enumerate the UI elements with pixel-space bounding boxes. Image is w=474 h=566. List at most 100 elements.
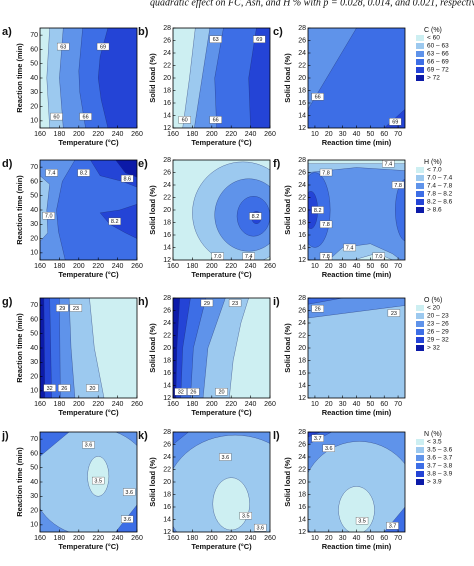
x-tick-label: 160 [167, 535, 179, 542]
y-axis-label: Reaction time (min) [15, 447, 24, 517]
contour-label: 32 [47, 386, 53, 392]
y-axis-label: Reaction time (min) [15, 175, 24, 245]
y-tick-label: 24 [163, 182, 171, 189]
legend-swatch [416, 479, 424, 485]
y-tick-label: 28 [163, 295, 171, 302]
y-tick-label: 60 [30, 316, 38, 323]
contour-label-box [253, 35, 266, 43]
legend-entry: 7.8 – 8.2 [427, 191, 453, 198]
contour-label: 60 [53, 114, 59, 120]
x-tick-label: 240 [245, 401, 257, 408]
y-tick-label: 60 [30, 178, 38, 185]
contour-label-box [391, 181, 405, 189]
contour-label: 3.7 [314, 436, 322, 442]
legend-entry: < 3.5 [427, 439, 442, 446]
legend-entry: 3.8 – 3.9 [427, 471, 453, 478]
x-tick-label: 20 [325, 401, 333, 408]
contour-label: 66 [315, 95, 321, 101]
contour-label: 7.8 [322, 254, 330, 260]
x-tick-label: 40 [353, 131, 361, 138]
contour-label-box [121, 515, 134, 523]
y-tick-label: 16 [163, 504, 171, 511]
legend-swatch [416, 329, 424, 335]
y-tick-label: 18 [298, 491, 306, 498]
legend-entry: 3.5 – 3.6 [427, 447, 453, 454]
x-tick-label: 200 [73, 401, 85, 408]
contour-label: 23 [391, 311, 397, 317]
legend-swatch [416, 305, 424, 311]
panel-label: h) [138, 296, 149, 308]
x-tick-label: 60 [380, 401, 388, 408]
contour-label-box [50, 112, 63, 121]
y-tick-label: 20 [30, 103, 38, 110]
x-tick-label: 70 [394, 401, 402, 408]
legend-entry: 69 – 72 [427, 67, 449, 74]
y-tick-label: 26 [163, 441, 171, 448]
legend-swatch [416, 191, 424, 197]
panel-label: l) [273, 430, 280, 442]
y-tick-label: 14 [298, 382, 306, 389]
legend-swatch [416, 439, 424, 445]
x-tick-label: 200 [206, 535, 218, 542]
y-tick-label: 26 [298, 169, 306, 176]
y-tick-label: 14 [163, 382, 171, 389]
contour-band [173, 432, 189, 445]
legend-entry: 8.2 – 8.6 [427, 199, 453, 206]
contour-label: 7.4 [385, 162, 393, 168]
y-tick-label: 20 [30, 507, 38, 514]
y-tick-label: 16 [298, 504, 306, 511]
x-tick-label: 70 [394, 535, 402, 542]
legend-entry: 3.6 – 3.7 [427, 455, 453, 462]
y-tick-label: 20 [298, 75, 306, 82]
y-tick-label: 18 [298, 219, 306, 226]
legend-swatch [416, 67, 424, 73]
y-tick-label: 18 [298, 87, 306, 94]
x-tick-label: 40 [353, 535, 361, 542]
y-tick-label: 24 [163, 50, 171, 57]
legend-swatch [416, 471, 424, 477]
legend-entry: > 32 [427, 345, 440, 352]
x-tick-label: 180 [54, 263, 66, 270]
y-tick-label: 70 [30, 32, 38, 39]
x-tick-label: 200 [73, 263, 85, 270]
legend-swatch [416, 59, 424, 65]
x-axis-label: Temperature (°C) [58, 542, 119, 551]
contour-label-box [77, 169, 90, 177]
contour-label-box [42, 212, 55, 220]
contour-label: 63 [60, 44, 66, 50]
x-axis-label: Temperature (°C) [58, 138, 119, 147]
x-axis-label: Reaction time (min) [322, 408, 392, 417]
x-tick-label: 220 [92, 401, 104, 408]
y-tick-label: 12 [163, 257, 171, 264]
x-tick-label: 10 [311, 263, 319, 270]
y-tick-label: 70 [30, 436, 38, 443]
y-tick-label: 20 [298, 345, 306, 352]
contour-area [40, 28, 137, 128]
contour-area [308, 432, 405, 532]
contour-label: 32 [178, 390, 184, 396]
y-tick-label: 10 [30, 118, 38, 125]
legend-entry: > 3.9 [427, 479, 442, 486]
contour-label-box [209, 35, 222, 43]
x-tick-label: 220 [225, 535, 237, 542]
x-tick-label: 40 [353, 401, 361, 408]
contour-label-box [174, 388, 187, 396]
contour-band [308, 28, 357, 110]
legend-swatch [416, 183, 424, 189]
panel-label: i) [273, 296, 280, 308]
x-tick-label: 20 [325, 263, 333, 270]
x-tick-label: 180 [54, 535, 66, 542]
x-tick-label: 200 [206, 263, 218, 270]
x-tick-label: 30 [339, 401, 347, 408]
contour-area [173, 28, 270, 128]
x-tick-label: 260 [264, 401, 276, 408]
y-tick-label: 70 [30, 164, 38, 171]
legend-entry: 7.4 – 7.8 [427, 183, 453, 190]
contour-label-box [254, 523, 267, 532]
contour-band [115, 160, 137, 178]
y-tick-label: 12 [298, 257, 306, 264]
contour-label-box [45, 169, 58, 177]
panel-label: k) [138, 430, 148, 442]
y-tick-label: 18 [298, 357, 306, 364]
